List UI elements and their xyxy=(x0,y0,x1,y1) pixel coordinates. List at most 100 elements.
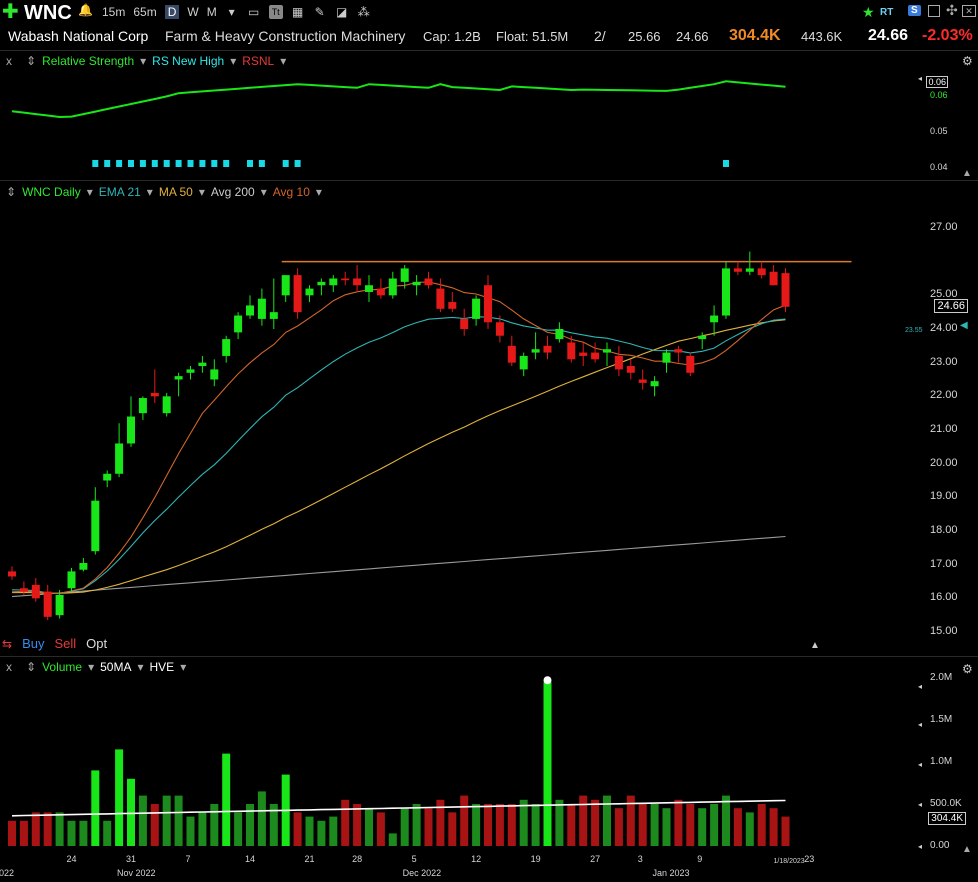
lock-icon[interactable]: ▭ xyxy=(248,5,260,19)
volume-value: 304.4K xyxy=(729,27,781,44)
volume-bar xyxy=(424,808,433,846)
dropdown-icon[interactable]: ▾ xyxy=(198,185,205,199)
dropdown-icon[interactable]: ▾ xyxy=(280,54,287,68)
volume-bar xyxy=(91,770,100,846)
star-icon[interactable]: ★ xyxy=(862,4,875,20)
buy-button[interactable]: Buy xyxy=(22,636,45,651)
volume-axis-label: 2.0M xyxy=(930,672,953,683)
avg10-label[interactable]: Avg 10 xyxy=(272,185,310,199)
candle-body xyxy=(400,268,409,282)
collapse-arrow-icon[interactable]: ▲ xyxy=(810,640,820,651)
rs-new-high-marker xyxy=(199,160,206,167)
timeframe-15m[interactable]: 15m xyxy=(102,5,126,19)
candle-body xyxy=(650,381,659,387)
volume-bar xyxy=(115,749,124,846)
layers-icon[interactable]: ◪ xyxy=(336,5,348,19)
rs-new-high-marker xyxy=(175,160,182,167)
add-symbol-icon[interactable]: ✚ xyxy=(2,1,19,23)
timeframe-m[interactable]: M xyxy=(206,5,217,19)
scroll-arrow-icon[interactable]: ▲ xyxy=(962,168,972,179)
date-tick-label: 7 xyxy=(185,854,191,864)
ma50-label[interactable]: MA 50 xyxy=(158,185,193,199)
candle-body xyxy=(698,335,707,340)
rsnl-label[interactable]: RSNL xyxy=(242,54,275,68)
separator xyxy=(0,50,978,51)
volume-bar xyxy=(162,795,171,846)
timeframe-65m[interactable]: 65m xyxy=(133,5,157,19)
volume-bar xyxy=(745,812,754,846)
dropdown-icon[interactable]: ▾ xyxy=(140,54,147,68)
dropdown-icon[interactable]: ▾ xyxy=(88,660,95,674)
float-value: Float: 51.5M xyxy=(496,29,569,44)
settings-icon[interactable]: ⚙ xyxy=(962,54,973,68)
opt-button[interactable]: Opt xyxy=(86,636,108,651)
avg200-label[interactable]: Avg 200 xyxy=(210,185,255,199)
volume-bar xyxy=(329,816,338,846)
timeframe-d[interactable]: D xyxy=(164,5,180,19)
price-axis-label: 18.00 xyxy=(930,524,958,536)
rs-new-high-marker xyxy=(163,160,170,167)
dropdown-icon[interactable]: ▾ xyxy=(260,185,267,199)
volume-bar xyxy=(769,808,778,846)
volume-settings-icon[interactable]: ⚙ xyxy=(962,662,973,676)
rs-new-high-label[interactable]: RS New High xyxy=(152,54,225,68)
rs-close-button[interactable]: x xyxy=(6,54,12,68)
dropdown-icon[interactable]: ▾ xyxy=(146,185,153,199)
volume-bar xyxy=(733,808,742,846)
date-month-label: Dec 2022 xyxy=(402,868,442,878)
candle-body xyxy=(138,398,147,414)
sort-icon[interactable]: ⇕ xyxy=(26,54,37,68)
dropdown-icon[interactable]: ▾ xyxy=(228,5,235,19)
volume-bar xyxy=(198,812,207,846)
candle-body xyxy=(757,268,766,276)
realtime-badge[interactable]: RT xyxy=(880,7,894,18)
sort-icon[interactable]: ⇕ xyxy=(6,185,17,199)
sort-icon[interactable]: ⇕ xyxy=(26,660,37,674)
dropdown-icon[interactable]: ▾ xyxy=(86,185,93,199)
pencil-icon[interactable]: ✎ xyxy=(314,5,325,19)
candle-body xyxy=(448,302,457,309)
rs-new-high-marker xyxy=(139,160,146,167)
volume-bar xyxy=(79,820,88,846)
scroll-arrow-icon[interactable]: ▲ xyxy=(962,844,972,855)
volume-close-button[interactable]: x xyxy=(6,660,12,674)
candle-body xyxy=(412,281,421,286)
sell-button[interactable]: Sell xyxy=(54,636,77,651)
price-axis-label: 16.00 xyxy=(930,591,958,604)
dropdown-icon[interactable]: ▾ xyxy=(137,660,144,674)
candle-body xyxy=(733,268,742,272)
close-window-icon[interactable]: ✕ xyxy=(962,5,976,17)
candle-body xyxy=(781,273,790,307)
hve-label[interactable]: HVE xyxy=(149,660,175,674)
hve-marker xyxy=(543,676,552,685)
volume-bar xyxy=(365,808,373,846)
dropdown-icon[interactable]: ▾ xyxy=(230,54,237,68)
volume-label[interactable]: Volume xyxy=(42,660,83,674)
dropdown-icon[interactable]: ▾ xyxy=(180,660,187,674)
rs-new-high-marker xyxy=(247,160,253,167)
timeframe-w[interactable]: W xyxy=(187,5,199,19)
ticker-symbol[interactable]: WNC xyxy=(24,2,72,24)
candle-body xyxy=(162,396,171,414)
volume-50ma-label[interactable]: 50MA xyxy=(100,660,132,674)
crosshair-icon[interactable]: ✣ xyxy=(946,2,958,18)
text-tool-icon[interactable]: Tt xyxy=(268,5,283,19)
price-panel-header: ⇕ WNC Daily ▾ EMA 21 ▾ MA 50 ▾ Avg 200 ▾… xyxy=(6,185,322,199)
buy-sell-icon[interactable]: ⇆ xyxy=(2,636,13,651)
candle-body xyxy=(293,275,302,313)
dropdown-icon[interactable]: ▾ xyxy=(315,185,322,199)
daily-label[interactable]: WNC Daily xyxy=(22,185,81,199)
industry-name[interactable]: Farm & Heavy Construction Machinery xyxy=(165,28,406,44)
volume-bar xyxy=(388,833,397,846)
ema21-label[interactable]: EMA 21 xyxy=(98,185,141,199)
share-icon[interactable]: ⁂ xyxy=(357,5,370,19)
rs-label[interactable]: Relative Strength xyxy=(42,54,135,68)
bell-icon[interactable]: 🔔 xyxy=(78,3,93,17)
candle-body xyxy=(424,278,433,286)
volume-bar xyxy=(555,799,564,846)
candle-body xyxy=(317,281,326,286)
window-icon[interactable] xyxy=(928,5,940,17)
s-badge[interactable]: S xyxy=(908,5,921,16)
rs-new-high-marker xyxy=(723,160,729,167)
calculator-icon[interactable]: ▦ xyxy=(292,5,304,19)
